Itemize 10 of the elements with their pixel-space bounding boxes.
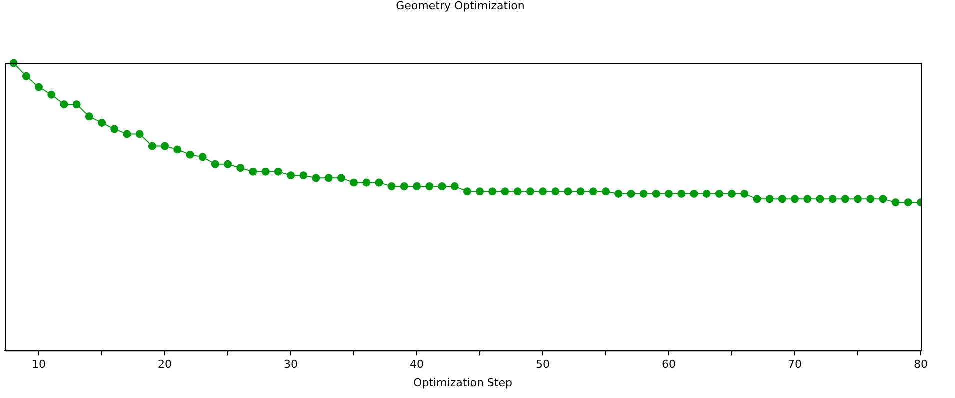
x-tick-label: 70 xyxy=(788,358,802,372)
x-tick-label: 50 xyxy=(536,358,550,372)
x-tick-label: 10 xyxy=(32,358,46,372)
x-tick-label: 40 xyxy=(410,358,424,372)
x-tick-label: 60 xyxy=(662,358,676,372)
x-tick-label: 20 xyxy=(158,358,172,372)
x-tick-label: 30 xyxy=(284,358,298,372)
chart-title: Geometry Optimization xyxy=(396,0,525,12)
x-tick-label: 80 xyxy=(914,358,928,372)
x-axis-title: Optimization Step xyxy=(414,376,512,390)
